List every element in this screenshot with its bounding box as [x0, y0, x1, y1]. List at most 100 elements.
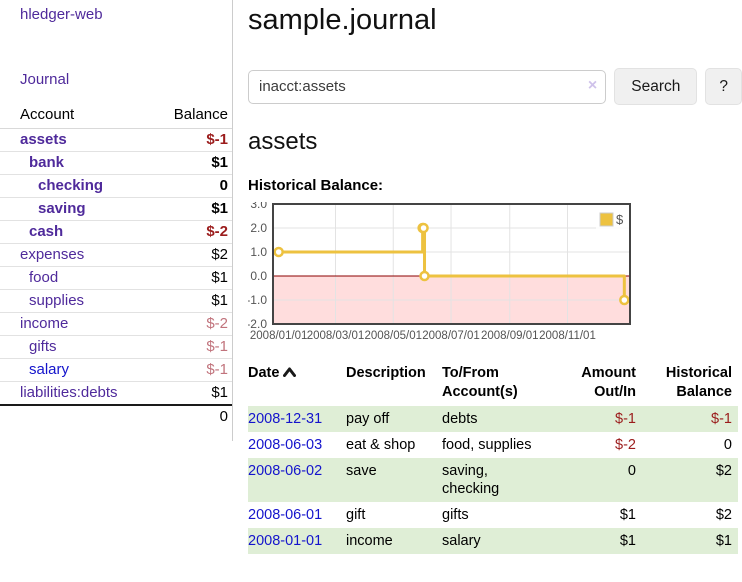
account-row: checking 0: [0, 174, 232, 198]
transaction-date-link[interactable]: 2008-01-01: [248, 533, 323, 549]
sidebar-account-link-expenses[interactable]: expenses: [20, 246, 85, 263]
sidebar: hledger-web Journal Account Balance asse…: [0, 0, 233, 441]
register-cell-accounts: food, supplies: [442, 437, 532, 453]
register-cell-balance: $1: [715, 533, 732, 549]
sidebar-account-link-assets[interactable]: assets: [20, 131, 67, 148]
sidebar-account-link-cash[interactable]: cash: [29, 223, 64, 240]
clear-search-icon[interactable]: ×: [587, 76, 598, 94]
register-cell-amount: $-2: [615, 437, 636, 453]
transaction-date-link[interactable]: 2008-12-31: [248, 411, 323, 427]
app-brand-link[interactable]: hledger-web: [20, 6, 103, 23]
y-tick-label: 2.0: [250, 221, 267, 235]
sidebar-account-link-income[interactable]: income: [20, 315, 69, 332]
accounts-total-balance: 0: [155, 404, 232, 428]
x-tick-label: 2008/01/01: [250, 330, 308, 342]
register-cell-amount: $-1: [615, 411, 636, 427]
register-cell-accounts: gifts: [442, 507, 469, 523]
account-row: expenses $2: [0, 243, 232, 267]
y-tick-label: 3.0: [250, 202, 267, 211]
sort-ascending-icon: [283, 364, 297, 383]
accounts-table: Account Balance assets $-1 bank $1 checking 0…: [0, 103, 232, 428]
register-row: 2008-06-03 eat & shop food, supplies $-2 0: [248, 432, 738, 458]
data-point-marker: [273, 246, 284, 258]
register-cell-balance: 0: [723, 437, 732, 453]
y-tick-label: 1.0: [250, 245, 267, 259]
sidebar-account-link-salary[interactable]: salary: [29, 361, 70, 378]
x-tick-label: 2008/05/01: [364, 330, 422, 342]
register-cell-accounts: salary: [442, 533, 481, 549]
data-point-marker: [418, 222, 429, 234]
account-balance: $1: [155, 266, 232, 290]
accounts-table-header: Account Balance: [0, 103, 232, 129]
account-balance: $1: [155, 197, 232, 221]
account-balance: $1: [155, 381, 232, 406]
account-balance: $-1: [155, 335, 232, 359]
sidebar-account-link-food[interactable]: food: [29, 269, 59, 286]
register-header-row: Date Description To/From Account(s) Amou…: [248, 362, 738, 406]
sidebar-account-link-liabilities-debts[interactable]: liabilities:debts: [20, 384, 118, 401]
search-button[interactable]: Search: [614, 68, 698, 105]
account-heading: assets: [248, 128, 318, 155]
register-cell-balance: $2: [715, 463, 732, 479]
account-balance: $-1: [155, 358, 232, 382]
spacer: [0, 404, 156, 428]
register-cell-date: 2008-06-03: [248, 432, 338, 458]
chart-border: [272, 203, 631, 325]
sidebar-account-link-supplies[interactable]: supplies: [29, 292, 85, 309]
account-balance: $1: [155, 151, 232, 175]
historical-balance-chart[interactable]: $3.0 2.0 1.0 0.0 -1.0 -2.0 2008/01/01 2008/03/0…: [246, 197, 742, 344]
account-balance: $2: [155, 243, 232, 267]
register-cell-date: 2008-06-02: [248, 458, 338, 502]
account-balance: $-1: [155, 128, 232, 152]
register-row: 2008-06-01 gift gifts $1 $2: [248, 502, 738, 528]
y-tick-label: 0.0: [250, 269, 267, 283]
accounts-header-balance: Balance: [155, 103, 232, 129]
y-tick-label: -2.0: [248, 317, 267, 331]
register-header-amount: Amount Out/In: [581, 365, 636, 400]
account-row: cash $-2: [0, 220, 232, 244]
sidebar-account-link-saving[interactable]: saving: [38, 200, 86, 217]
account-row: liabilities:debts $1: [0, 381, 232, 406]
x-tick-label: 2008/09/01: [481, 330, 539, 342]
register-header-balance: Historical Balance: [665, 365, 732, 400]
search-input[interactable]: [248, 69, 607, 104]
sidebar-account-link-checking[interactable]: checking: [38, 177, 104, 194]
sidebar-account-link-bank[interactable]: bank: [29, 154, 65, 171]
register-table: Date Description To/From Account(s) Amou…: [248, 362, 738, 554]
account-balance: $1: [155, 289, 232, 313]
transaction-date-link[interactable]: 2008-06-03: [248, 437, 323, 453]
main-content: sample.journal × Search ? assets Histori…: [246, 0, 742, 554]
register-header-date[interactable]: Date: [248, 362, 338, 406]
register-cell-date: 2008-01-01: [248, 528, 338, 554]
x-tick-label: 2008/11/01: [539, 330, 596, 342]
account-balance: $-2: [155, 312, 232, 336]
x-tick-label: 2008/07/01: [422, 330, 480, 342]
data-point-marker: [419, 270, 430, 282]
search-box: ×: [248, 69, 607, 104]
register-row: 2008-01-01 income salary $1 $1: [248, 528, 738, 554]
register-row: 2008-06-02 save saving, checking 0 $2: [248, 458, 738, 502]
y-tick-label: -1.0: [248, 293, 267, 307]
register-cell-description: gift: [346, 507, 366, 523]
register-cell-description: save: [346, 463, 377, 479]
account-row: bank $1: [0, 151, 232, 175]
transaction-date-link[interactable]: 2008-06-02: [248, 463, 323, 479]
register-cell-accounts: debts: [442, 411, 478, 427]
account-row: gifts $-1: [0, 335, 232, 359]
register-cell-date: 2008-12-31: [248, 406, 338, 432]
sidebar-account-link-gifts[interactable]: gifts: [29, 338, 57, 355]
register-cell-description: eat & shop: [346, 437, 416, 453]
chart-title: Historical Balance:: [248, 177, 384, 194]
account-row: supplies $1: [0, 289, 232, 313]
help-button[interactable]: ?: [705, 68, 742, 105]
sidebar-item-journal[interactable]: Journal: [20, 71, 70, 88]
transaction-date-link[interactable]: 2008-06-01: [248, 507, 323, 523]
register-cell-amount: $1: [619, 507, 636, 523]
register-cell-amount: $1: [619, 533, 636, 549]
register-row: 2008-12-31 pay off debts $-1 $-1: [248, 406, 738, 432]
search-form: × Search ?: [248, 68, 742, 105]
account-row: salary $-1: [0, 358, 232, 382]
legend-swatch: [599, 212, 614, 227]
accounts-total-row: 0: [0, 404, 232, 428]
